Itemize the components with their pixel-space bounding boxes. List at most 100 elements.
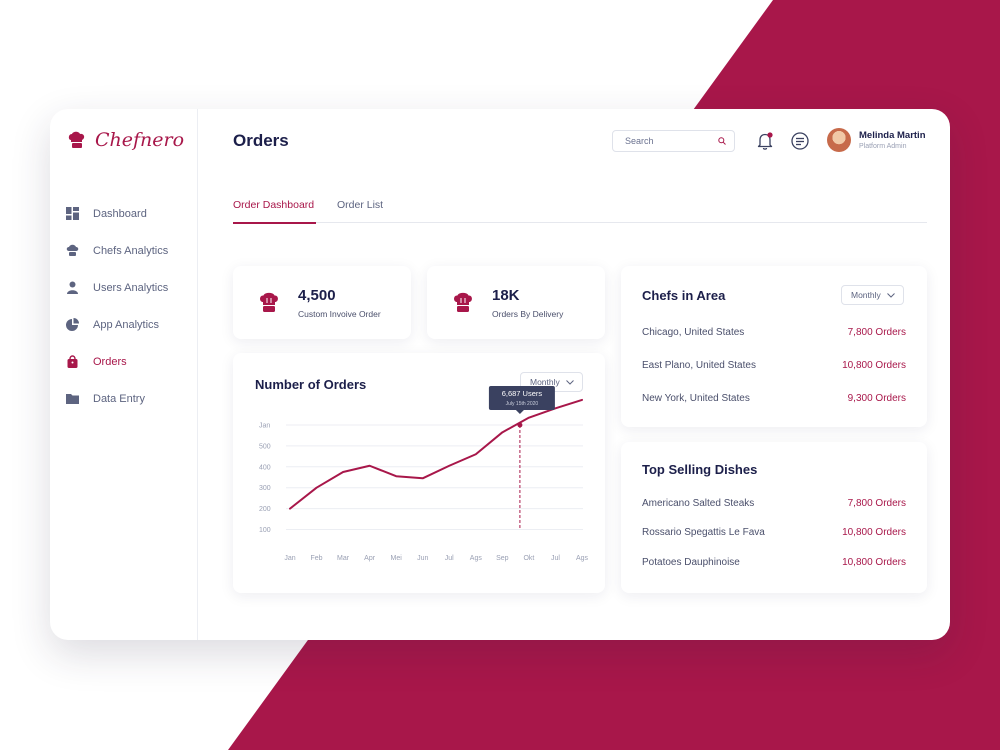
- list-item[interactable]: Chicago, United States 7,800 Orders: [642, 327, 906, 338]
- avatar[interactable]: [827, 128, 851, 152]
- stat-label: Custom Invoive Order: [298, 309, 381, 319]
- tooltip-box: [488, 386, 555, 410]
- x-tick-label: Jul: [445, 555, 454, 562]
- sidebar: Chefnero Dashboard Chefs Analytics: [50, 109, 198, 640]
- x-tick-label: Mar: [337, 555, 350, 562]
- tooltip-arrow: [515, 410, 524, 414]
- sidebar-item-label: Data Entry: [93, 392, 145, 405]
- chef-hat-icon: [66, 244, 79, 256]
- sidebar-item-label: Orders: [93, 355, 127, 368]
- chef-hat-logo-icon: [68, 131, 85, 148]
- orders-line-chart: 100 200 300 400 500 Jan Jan Feb Mar Apr Mei Jun Jul A…: [259, 386, 589, 562]
- top-selling-dishes-card: Top Selling Dishes Americano Salted Stea…: [621, 442, 927, 593]
- area-name: Chicago, United States: [642, 327, 745, 338]
- chef-hat-icon: [260, 292, 278, 312]
- sidebar-item-label: Users Analytics: [93, 281, 169, 294]
- chefs-period-dropdown[interactable]: Monthly: [841, 285, 904, 305]
- y-tick-label: 100: [259, 527, 271, 534]
- x-tick-label: Jun: [417, 555, 428, 562]
- highlight-point: [517, 422, 523, 428]
- list-item[interactable]: Potatoes Dauphinoise 10,800 Orders: [642, 557, 906, 568]
- orders-chart-card: Number of Orders Monthly 100 200 300 400 500…: [233, 353, 605, 593]
- tooltip-date: July 15th 2020: [506, 401, 539, 407]
- chevron-down-icon: [565, 379, 574, 385]
- search-box[interactable]: [612, 130, 735, 152]
- y-tick-label: 300: [259, 485, 271, 492]
- sidebar-item-data-entry[interactable]: Data Entry: [66, 380, 168, 417]
- search-input[interactable]: [625, 136, 710, 146]
- brand-logo[interactable]: Chefnero: [67, 129, 184, 151]
- tooltip-value: 6,687 Users: [502, 389, 543, 398]
- x-tick-label: Jul: [551, 555, 560, 562]
- sidebar-item-dashboard[interactable]: Dashboard: [66, 195, 168, 232]
- dish-orders: 10,800 Orders: [842, 527, 906, 538]
- x-tick-label: Mei: [391, 555, 403, 562]
- chefs-in-area-title: Chefs in Area: [642, 288, 726, 303]
- x-tick-label: Sep: [496, 555, 509, 562]
- sidebar-item-orders[interactable]: Orders: [66, 343, 168, 380]
- list-item[interactable]: Americano Salted Steaks 7,800 Orders: [642, 498, 906, 509]
- folder-icon: [66, 394, 79, 404]
- x-tick-label: Jan: [284, 555, 295, 562]
- area-orders: 7,800 Orders: [847, 327, 906, 338]
- shopping-bag-icon: [67, 355, 78, 368]
- x-tick-label: Okt: [523, 555, 534, 562]
- list-item[interactable]: Rossario Spegattis Le Fava 10,800 Orders: [642, 527, 906, 538]
- tab-bar: Order Dashboard Order List: [233, 189, 927, 224]
- chefs-in-area-card: Chefs in Area Monthly Chicago, United St…: [621, 266, 927, 427]
- profile-text: Melinda Martin Platform Admin: [859, 130, 926, 150]
- dish-orders: 10,800 Orders: [842, 557, 906, 568]
- dropdown-value: Monthly: [530, 377, 560, 387]
- x-tick-label: Ags: [470, 555, 483, 562]
- dish-name: Americano Salted Steaks: [642, 498, 755, 509]
- dashboard-icon: [66, 207, 79, 220]
- sidebar-item-label: App Analytics: [93, 318, 160, 331]
- y-tick-label: 200: [259, 506, 271, 513]
- y-tick-label: Jan: [259, 423, 270, 430]
- app-window: Chefnero Dashboard Chefs Analytics: [50, 109, 950, 640]
- user-icon: [67, 281, 78, 294]
- pie-chart-icon: [66, 318, 79, 331]
- tab-order-dashboard[interactable]: Order Dashboard: [233, 199, 315, 211]
- dish-name: Rossario Spegattis Le Fava: [642, 527, 765, 538]
- dish-name: Potatoes Dauphinoise: [642, 557, 740, 568]
- stat-card-custom-invoice: 4,500 Custom Invoive Order: [233, 266, 411, 339]
- sidebar-nav: Dashboard Chefs Analytics Users Analytic…: [66, 195, 168, 417]
- search-icon: [718, 137, 726, 145]
- user-profile[interactable]: Melinda Martin Platform Admin: [827, 128, 926, 152]
- dish-orders: 7,800 Orders: [847, 498, 906, 509]
- sidebar-item-app-analytics[interactable]: App Analytics: [66, 306, 168, 343]
- series-line: [289, 398, 583, 510]
- brand-name: Chefnero: [95, 129, 185, 151]
- stat-value: 4,500: [298, 287, 336, 304]
- area-name: East Plano, United States: [642, 360, 756, 371]
- area-orders: 9,300 Orders: [847, 393, 906, 404]
- y-tick-label: 500: [259, 443, 271, 450]
- message-icon[interactable]: [790, 131, 810, 151]
- sidebar-item-label: Chefs Analytics: [93, 244, 169, 257]
- notification-bell-icon[interactable]: [755, 131, 775, 151]
- active-tab-indicator: [233, 222, 316, 224]
- stat-label: Orders By Delivery: [492, 309, 564, 319]
- y-tick-label: 400: [259, 464, 271, 471]
- sidebar-item-users-analytics[interactable]: Users Analytics: [66, 269, 168, 306]
- sidebar-item-label: Dashboard: [93, 207, 147, 220]
- chart-title: Number of Orders: [255, 377, 367, 392]
- dropdown-value: Monthly: [851, 290, 881, 300]
- list-item[interactable]: East Plano, United States 10,800 Orders: [642, 360, 906, 371]
- x-tick-label: Feb: [311, 555, 323, 562]
- sidebar-item-chefs-analytics[interactable]: Chefs Analytics: [66, 232, 168, 269]
- top-dishes-title: Top Selling Dishes: [642, 462, 758, 477]
- area-orders: 10,800 Orders: [842, 360, 906, 371]
- x-tick-label: Ags: [576, 555, 589, 562]
- profile-role: Platform Admin: [859, 143, 907, 150]
- tab-order-list[interactable]: Order List: [337, 199, 384, 211]
- chevron-down-icon: [886, 292, 895, 298]
- x-tick-label: Apr: [364, 555, 376, 562]
- area-name: New York, United States: [642, 393, 750, 404]
- list-item[interactable]: New York, United States 9,300 Orders: [642, 393, 906, 404]
- page-title: Orders: [233, 131, 289, 150]
- stat-value: 18K: [492, 287, 520, 304]
- profile-name: Melinda Martin: [859, 130, 926, 141]
- stat-card-orders-delivery: 18K Orders By Delivery: [427, 266, 605, 339]
